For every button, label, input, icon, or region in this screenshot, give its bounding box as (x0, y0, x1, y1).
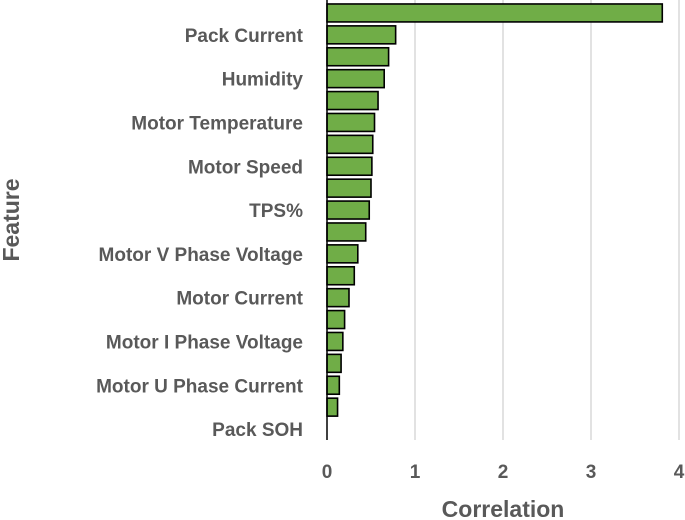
bar-15 (326, 309, 346, 330)
bar-6 (326, 112, 376, 133)
bar-8 (326, 156, 373, 177)
y-tick-label: Pack SOH (212, 420, 303, 441)
x-tick-label: 2 (498, 462, 509, 483)
x-axis-title: Correlation (442, 496, 565, 520)
y-tick-label: Motor Temperature (131, 113, 303, 134)
x-tick-label: 3 (586, 462, 597, 483)
x-tick-label: 0 (322, 462, 333, 483)
bar-18 (326, 375, 341, 396)
bar-4 (326, 68, 386, 89)
bar-16 (326, 331, 344, 352)
bar-5 (326, 90, 379, 111)
y-tick-label: Motor U Phase Current (96, 376, 304, 397)
y-tick-label: TPS% (249, 201, 303, 222)
bar-3 (326, 46, 390, 67)
bar-13 (326, 265, 356, 286)
bar-17 (326, 353, 342, 374)
x-tick-labels: 0 1 2 3 4 (322, 462, 685, 483)
bars (326, 3, 664, 417)
gridlines (414, 0, 680, 440)
bar-19 (326, 397, 339, 417)
bar-12 (326, 244, 359, 264)
x-tick-label: 1 (410, 462, 421, 483)
bar-11 (326, 222, 367, 242)
y-tick-label: Motor I Phase Voltage (106, 332, 303, 353)
bar-7 (326, 134, 374, 155)
y-tick-labels: Pack Current Humidity Motor Temperature Mot… (96, 26, 304, 441)
bar-9 (326, 178, 372, 198)
bar-2 (326, 25, 397, 45)
y-tick-label: Motor Speed (188, 157, 303, 178)
y-tick-label: Humidity (222, 70, 304, 91)
bar-1 (326, 3, 664, 23)
y-axis-title: Feature (0, 178, 24, 261)
x-tick-label: 4 (674, 462, 685, 483)
bar-14 (326, 287, 350, 308)
bar-10 (326, 200, 371, 220)
y-tick-label: Motor Current (176, 289, 303, 310)
y-tick-label: Motor V Phase Voltage (99, 245, 303, 266)
y-tick-label: Pack Current (185, 26, 304, 47)
